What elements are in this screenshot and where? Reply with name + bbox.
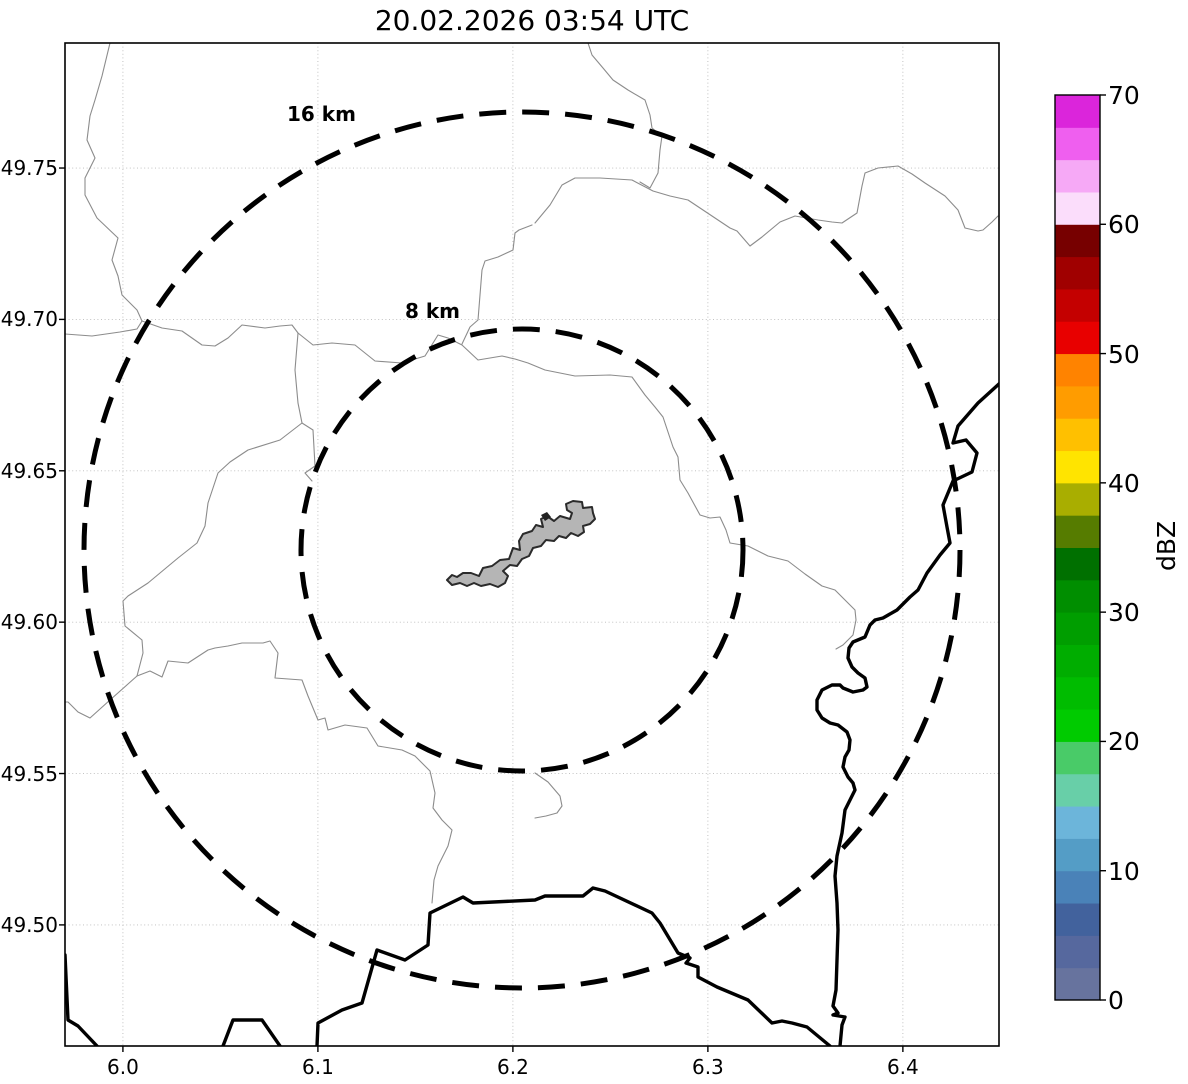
colorbar-frame bbox=[1054, 94, 1101, 1001]
colorbar-axis-label: dBZ bbox=[1152, 520, 1181, 571]
colorbar-tick-label: 20 bbox=[1108, 727, 1140, 757]
y-tick-label: 49.60 bbox=[0, 610, 58, 635]
colorbar-tick-label: 40 bbox=[1108, 468, 1140, 498]
colorbar-cell bbox=[1055, 967, 1100, 1001]
colorbar-cell bbox=[1055, 191, 1100, 225]
colorbar-tick-label: 30 bbox=[1108, 598, 1140, 628]
range-ring-16km bbox=[81, 109, 963, 991]
colorbar-cell bbox=[1055, 547, 1100, 581]
colorbar-cell bbox=[1055, 612, 1100, 645]
country-border-line bbox=[315, 886, 832, 1046]
country-border-line bbox=[221, 1018, 282, 1046]
y-tick-label: 49.65 bbox=[0, 458, 58, 483]
admin-boundary-line bbox=[534, 165, 999, 247]
colorbar-cell bbox=[1055, 127, 1100, 161]
admin-boundary-line bbox=[534, 772, 563, 819]
airport-outline bbox=[446, 500, 596, 588]
country-border-line bbox=[815, 381, 999, 1046]
range-ring-8km bbox=[298, 326, 746, 774]
colorbar-cell bbox=[1055, 159, 1100, 193]
x-tick-label: 6.2 bbox=[496, 1055, 529, 1079]
colorbar-cell bbox=[1055, 709, 1100, 742]
colorbar-cell bbox=[1055, 644, 1100, 678]
airport-mark bbox=[541, 512, 551, 521]
colorbar-cell bbox=[1055, 418, 1100, 452]
colorbar-cell bbox=[1055, 741, 1100, 775]
colorbar-cell bbox=[1055, 385, 1100, 419]
colorbar-tick-label: 50 bbox=[1108, 339, 1140, 369]
y-tick-label: 49.50 bbox=[0, 912, 58, 937]
colorbar-cell bbox=[1055, 288, 1100, 322]
admin-boundary-line bbox=[65, 422, 303, 719]
admin-boundary-line bbox=[587, 43, 663, 189]
colorbar-cell bbox=[1055, 482, 1100, 516]
y-tick-label: 49.55 bbox=[0, 761, 58, 786]
colorbar-cell bbox=[1055, 676, 1100, 710]
admin-boundary-line bbox=[65, 320, 143, 337]
y-tick-label: 49.75 bbox=[0, 156, 58, 181]
country-border-line bbox=[65, 953, 99, 1046]
colorbar-cell bbox=[1055, 256, 1100, 290]
colorbar-cell bbox=[1055, 773, 1100, 807]
admin-boundary-line bbox=[141, 320, 857, 650]
colorbar-cell bbox=[1055, 515, 1100, 548]
colorbar-cell bbox=[1055, 806, 1100, 839]
colorbar-cell bbox=[1055, 450, 1100, 484]
colorbar-cell bbox=[1055, 870, 1100, 904]
colorbar-cell bbox=[1055, 903, 1100, 936]
admin-boundary-line bbox=[84, 43, 143, 322]
colorbar-cell bbox=[1055, 353, 1100, 387]
colorbar-cell bbox=[1055, 838, 1100, 872]
figure-title: 20.02.2026 03:54 UTC bbox=[374, 4, 690, 37]
colorbar-tick-label: 60 bbox=[1108, 210, 1140, 240]
colorbar-cell bbox=[1055, 95, 1100, 128]
range-ring-label-8km: 8 km bbox=[405, 299, 461, 323]
x-tick-label: 6.4 bbox=[886, 1055, 919, 1079]
plot-frame bbox=[64, 42, 1000, 1047]
y-tick-label: 49.70 bbox=[0, 307, 58, 332]
colorbar-cell bbox=[1055, 935, 1100, 969]
colorbar-tick-label: 10 bbox=[1108, 856, 1140, 886]
range-ring-label-16km: 16 km bbox=[287, 102, 356, 126]
colorbar-tick-label: 70 bbox=[1108, 81, 1140, 110]
admin-boundary-line bbox=[461, 224, 533, 345]
colorbar-cell bbox=[1055, 224, 1100, 258]
admin-boundary-line bbox=[136, 640, 453, 904]
colorbar-cell bbox=[1055, 321, 1100, 355]
colorbar-tick-label: 0 bbox=[1108, 986, 1124, 1015]
x-tick-label: 6.0 bbox=[107, 1055, 139, 1079]
x-tick-label: 6.1 bbox=[301, 1055, 334, 1079]
colorbar-cell bbox=[1055, 579, 1100, 613]
x-tick-label: 6.3 bbox=[691, 1055, 724, 1079]
admin-boundary-line bbox=[294, 332, 316, 482]
